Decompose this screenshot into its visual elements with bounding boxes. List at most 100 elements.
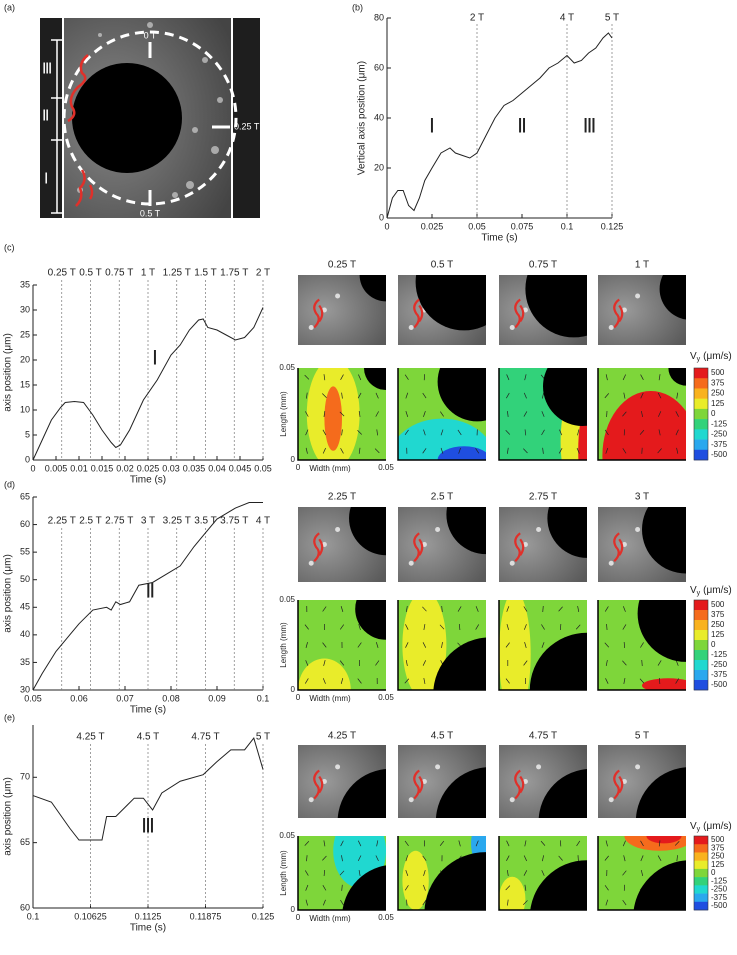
phase-label: 0 T [144, 30, 157, 40]
colorbar-tick-label: 0 [711, 409, 716, 418]
particle [335, 527, 341, 532]
x-tick-label: 0.015 [91, 463, 114, 473]
period-label: 3.75 T [220, 516, 248, 527]
map-y-tick-label: 0 [291, 455, 296, 464]
velocity-vector [422, 642, 427, 648]
velocity-vector [558, 448, 563, 454]
velocity-vector [541, 429, 545, 436]
velocity-vector [423, 623, 426, 631]
colorbar-segment [694, 600, 708, 611]
velocity-vector [323, 840, 326, 847]
x-axis-label: Time (s) [130, 475, 166, 486]
colorbar-segment [694, 429, 708, 440]
velocity-vector [405, 659, 408, 667]
map-x-tick-label: 0 [296, 463, 301, 472]
micrograph [598, 745, 686, 818]
region-label: Ⅱ [42, 108, 49, 124]
cylinder [637, 600, 686, 662]
period-label: 0.5 T [79, 268, 102, 279]
velocity-vector [605, 899, 609, 906]
velocity-vector [542, 605, 544, 613]
velocity-vector [505, 885, 511, 891]
trajectory [413, 298, 424, 329]
cylinder [635, 767, 686, 818]
velocity-vector [322, 678, 326, 684]
y-tick-label: 65 [20, 837, 30, 847]
velocity-vector [322, 429, 327, 436]
velocity-vector [323, 660, 326, 666]
velocity-vector [622, 899, 627, 906]
period-label: 2 T [256, 268, 270, 279]
micrograph [499, 745, 587, 818]
particle [608, 325, 614, 330]
map-contour [642, 678, 686, 690]
period-label: 1 T [141, 268, 155, 279]
velocity-vector [541, 411, 545, 417]
y-tick-label: 45 [20, 602, 30, 612]
x-tick-label: 0.1 [561, 221, 574, 231]
colorbar-tick-label: 125 [711, 630, 725, 639]
particle [509, 797, 515, 803]
micrograph [499, 507, 587, 582]
x-tick-label: 0.1 [257, 693, 270, 703]
velocity-vector [358, 624, 361, 630]
velocity-vector [322, 885, 327, 891]
velocity-vector [524, 642, 527, 648]
velocity-vector [657, 660, 662, 666]
velocity-vector [439, 840, 445, 846]
velocity-vector [405, 605, 408, 613]
velocity-vector [558, 855, 563, 861]
y-tick-label: 30 [20, 304, 30, 314]
map-contour [402, 850, 429, 910]
colorbar-label: Vy (μm/s) [690, 585, 732, 597]
velocity-vector [506, 855, 510, 862]
velocity-vector [340, 840, 344, 847]
velocity-map [598, 600, 686, 690]
trajectory [613, 298, 624, 329]
map-y-label: Length (mm) [279, 391, 288, 437]
velocity-vector [357, 430, 362, 435]
x-tick-label: 0 [30, 463, 35, 473]
period-label: 0.75 T [105, 268, 133, 279]
x-tick-label: 0.1 [27, 911, 40, 921]
velocity-vector [675, 678, 680, 684]
velocity-vector [577, 605, 580, 613]
x-tick-label: 0.1125 [135, 911, 162, 921]
map-contour [646, 836, 682, 844]
region-label: Ⅰ [152, 348, 158, 370]
trajectory [514, 769, 525, 800]
colorbar-tick-label: 0 [711, 640, 716, 649]
velocity-vector [657, 855, 662, 861]
velocity-vector [404, 678, 410, 684]
velocity-vector [357, 840, 362, 847]
panel-label: (c) [4, 242, 15, 252]
velocity-vector [541, 392, 545, 399]
velocity-vector [523, 624, 527, 630]
colorbar-label-main: V [690, 585, 697, 596]
map-contour [437, 446, 486, 460]
x-tick-label: 0.075 [511, 221, 534, 231]
velocity-vector [375, 660, 380, 666]
velocity-vector [541, 870, 545, 876]
period-label: 4.75 T [191, 732, 219, 743]
region-label: Ⅱ [517, 116, 527, 138]
velocity-vector [358, 410, 361, 418]
velocity-vector [441, 641, 443, 649]
velocity-vector [524, 884, 527, 891]
velocity-vector [641, 410, 643, 418]
map-y-tick-label: 0.05 [279, 831, 295, 840]
colorbar-label-sub: y [697, 826, 701, 833]
x-tick-label: 0.03 [162, 463, 180, 473]
map-frame [297, 600, 386, 691]
velocity-vector [339, 660, 345, 666]
velocity-vector [640, 642, 644, 648]
velocity-vector [505, 678, 510, 684]
frame-title: 1 T [635, 260, 649, 271]
map-contour [298, 658, 351, 690]
velocity-vector [322, 642, 327, 648]
velocity-vector [523, 411, 528, 417]
y-tick-label: 0 [379, 212, 384, 222]
velocity-map [298, 368, 386, 460]
velocity-vector [623, 677, 626, 685]
velocity-vector [676, 392, 679, 399]
